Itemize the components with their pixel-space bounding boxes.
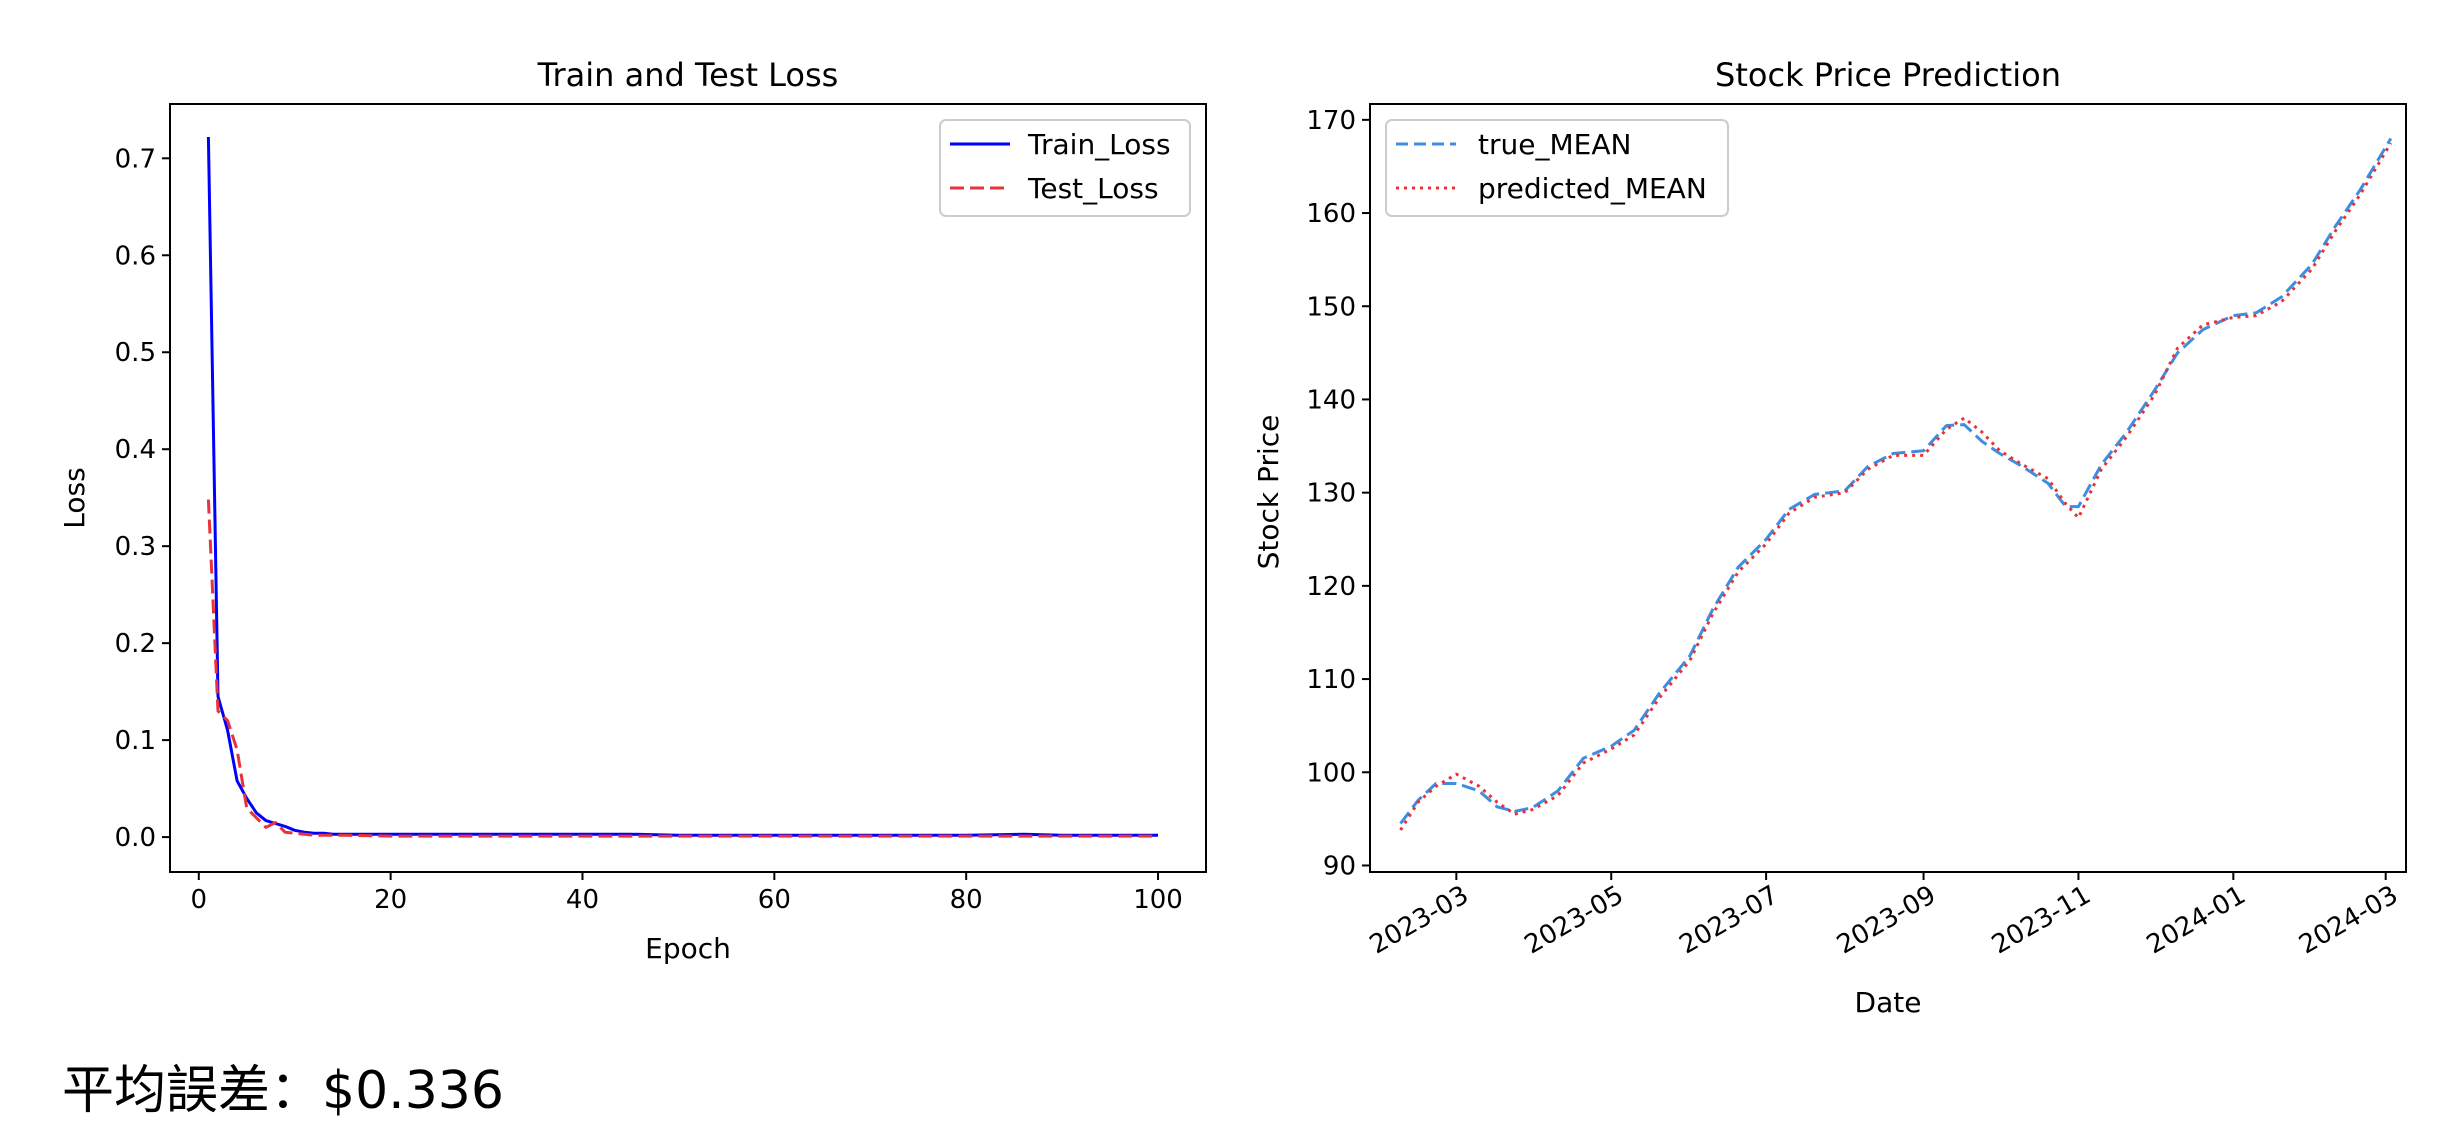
y-tick-label: 0.7: [115, 144, 156, 174]
y-tick-label: 140: [1306, 385, 1356, 415]
y-tick-label: 110: [1306, 665, 1356, 695]
x-tick-label: 2023-03: [1365, 880, 1474, 960]
loss-y-axis-label: Loss: [58, 467, 91, 528]
stock-legend: true_MEAN predicted_MEAN: [1385, 119, 1729, 217]
x-tick-label: 2023-11: [1987, 880, 2096, 960]
y-tick-label: 120: [1306, 572, 1356, 602]
stock-chart-title: Stock Price Prediction: [1715, 56, 2061, 94]
x-tick-label: 60: [758, 885, 791, 915]
y-tick-label: 0.5: [115, 338, 156, 368]
y-tick-label: 0.2: [115, 629, 156, 659]
loss-x-axis-label: Epoch: [645, 932, 731, 965]
stock-chart: Stock Price Prediction 2023-03 2023-05 202…: [1252, 56, 2407, 1019]
legend-label-true-mean: true_MEAN: [1478, 128, 1631, 161]
x-tick-label: 2024-01: [2142, 880, 2251, 960]
y-tick-label: 0.6: [115, 241, 156, 271]
loss-plot-area: [206, 136, 1158, 838]
stock-plot-area: [1399, 137, 2393, 831]
y-tick-label: 0.3: [115, 532, 156, 562]
loss-y-ticks: 0.0 0.1 0.2 0.3 0.4 0.5 0.6 0.7: [115, 144, 170, 853]
x-tick-label: 0: [191, 885, 208, 915]
loss-chart: Train and Test Loss 0 20 40 60 80 100 0.00.10…: [58, 56, 1207, 965]
loss-legend: Train_Loss Test_Loss: [939, 119, 1191, 217]
y-tick-label: 100: [1306, 758, 1356, 788]
series-train-loss: [206, 136, 1158, 837]
stock-y-axis-label: Stock Price: [1252, 415, 1285, 570]
series-test-loss: [206, 499, 1158, 838]
x-tick-label: 20: [374, 885, 407, 915]
mean-error-caption: 平均誤差：$0.336: [62, 1061, 504, 1121]
stock-x-axis-label: Date: [1855, 986, 1922, 1019]
x-tick-label: 2023-05: [1520, 880, 1629, 960]
x-tick-label: 2024-03: [2294, 880, 2403, 960]
stock-plot-frame: [1369, 103, 2407, 873]
legend-label-predicted-mean: predicted_MEAN: [1478, 172, 1707, 205]
x-tick-label: 80: [950, 885, 983, 915]
legend-label-test-loss: Test_Loss: [1027, 172, 1159, 205]
legend-label-train-loss: Train_Loss: [1027, 128, 1171, 161]
stock-legend-box: [1385, 119, 1729, 217]
loss-plot-frame: [169, 103, 1207, 873]
y-tick-label: 0.0: [115, 823, 156, 853]
loss-chart-title: Train and Test Loss: [537, 56, 839, 94]
y-tick-label: 150: [1306, 292, 1356, 322]
series-true-mean: [1399, 137, 2393, 825]
x-tick-label: 2023-07: [1675, 880, 1784, 960]
y-tick-label: 0.1: [115, 726, 156, 756]
x-tick-label: 2023-09: [1832, 880, 1941, 960]
y-tick-label: 130: [1306, 479, 1356, 509]
y-tick-label: 170: [1306, 106, 1356, 136]
loss-x-ticks: 0 20 40 60 80 100: [191, 872, 1183, 915]
y-tick-label: 90: [1323, 851, 1356, 881]
x-tick-label: 100: [1133, 885, 1183, 915]
stock-x-ticks: 2023-03 2023-05 2023-07 2023-09 2023-11 2024-…: [1365, 872, 2403, 960]
x-tick-label: 40: [566, 885, 599, 915]
y-tick-label: 0.4: [115, 435, 156, 465]
y-tick-label: 160: [1306, 199, 1356, 229]
stock-y-ticks: 90 100 110 120 130 140 150 160 170: [1306, 106, 1370, 881]
series-predicted-mean: [1399, 142, 2393, 831]
